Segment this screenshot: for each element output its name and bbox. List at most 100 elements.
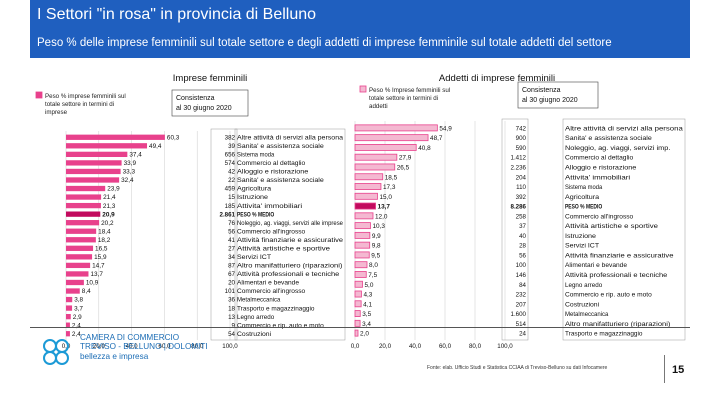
addetti-bar: [354, 329, 359, 337]
imprese-category-label: Costruzioni: [237, 331, 271, 338]
imprese-bar: [66, 143, 148, 149]
addetti-value-label: 17,3: [383, 184, 396, 191]
org-name: CAMERA DI COMMERCIO TREVISO - BELLUNO | …: [80, 333, 208, 361]
imprese-category-label: Sanita' e assistenza sociale: [237, 143, 325, 150]
imprese-count-label: 54: [228, 331, 235, 338]
addetti-count-label: 100: [516, 262, 527, 269]
imprese-bar: [66, 177, 120, 183]
imprese-legend-swatch: [35, 91, 43, 99]
imprese-category-label: Agricoltura: [237, 186, 272, 193]
imprese-count-label: 20: [228, 280, 235, 287]
addetti-bar: [354, 124, 438, 132]
source-note: Fonte: elab. Ufficio Studi e Statistica …: [427, 365, 608, 371]
imprese-x-tick-label: 20,0: [93, 343, 106, 350]
addetti-count-label: 28: [519, 243, 526, 250]
addetti-x-tick-label: 40,0: [409, 343, 422, 350]
imprese-count-label: 87: [228, 263, 235, 270]
addetti-count-label: 8.286: [511, 204, 527, 211]
imprese-x-tick-label: 80,0: [191, 343, 204, 350]
imprese-bar: [66, 288, 80, 294]
addetti-count-label: 110: [516, 184, 526, 191]
imprese-count-label: 41: [228, 237, 235, 244]
imprese-category-label: Servizi ICT: [237, 254, 271, 261]
imprese-count-label: 382: [225, 134, 236, 141]
addetti-count-label: 392: [516, 194, 527, 201]
imprese-value-label: 20,9: [102, 211, 115, 218]
addetti-chart-title: Addetti di imprese femminili: [439, 73, 555, 84]
addetti-count-label: 207: [516, 301, 527, 308]
imprese-count-label: 2.861: [220, 211, 236, 218]
imprese-value-label: 21,3: [103, 203, 116, 210]
addetti-count-label: 146: [516, 272, 527, 279]
imprese-category-label: Commercio all'ingrosso: [237, 228, 306, 235]
addetti-count-label: 900: [516, 135, 527, 142]
addetti-category-label: Legno arredo: [565, 282, 603, 289]
imprese-bar: [66, 313, 71, 320]
addetti-category-column: [562, 118, 686, 341]
addetti-value-label: 10,3: [372, 223, 385, 230]
imprese-value-label: 2,4: [72, 322, 81, 329]
org-line-1: CAMERA DI COMMERCIO: [80, 333, 180, 342]
addetti-category-label: Trasporto e magazzinaggio: [565, 331, 643, 338]
addetti-value-label: 26,5: [397, 165, 410, 172]
addetti-category-label: Attività artistiche e sportive: [565, 223, 659, 230]
imprese-bar: [66, 237, 96, 243]
imprese-count-label: 36: [228, 297, 235, 304]
imprese-x-tick-label: 100,0: [222, 343, 238, 350]
imprese-count-label: 39: [228, 143, 235, 150]
imprese-value-label: 49,4: [149, 143, 162, 150]
addetti-category-label: Commercio al dettaglio: [565, 155, 634, 162]
imprese-value-label: 3,8: [74, 297, 83, 304]
addetti-value-label: 3,4: [362, 321, 371, 328]
addetti-category-label: Sanita' e assistenza sociale: [565, 135, 653, 142]
addetti-category-label: Metalmeccanica: [565, 311, 609, 318]
addetti-value-label: 2,0: [360, 331, 369, 338]
addetti-category-label: PESO % MEDIO: [565, 204, 602, 211]
imprese-category-label: Altro manifatturiero (riparazioni): [237, 263, 342, 270]
imprese-count-label: 76: [228, 220, 235, 227]
imprese-count-label: 15: [228, 194, 235, 201]
addetti-bar: [354, 251, 370, 259]
addetti-bar: [354, 280, 363, 288]
imprese-value-label: 20,2: [101, 220, 114, 227]
addetti-count-label: 37: [519, 223, 526, 230]
addetti-x-tick-label: 100,0: [497, 343, 513, 350]
footer-divider: [30, 327, 690, 328]
imprese-category-label: Attivita' immobiliari: [237, 203, 302, 210]
addetti-value-label: 48,7: [430, 135, 443, 142]
org-line-2: TREVISO - BELLUNO | DOLOMITI: [80, 342, 208, 352]
imprese-value-label: 37,4: [129, 152, 142, 159]
addetti-category-label: Attivita' immobiliari: [565, 174, 630, 181]
imprese-value-label: 18,2: [98, 237, 111, 244]
imprese-note-text: al 30 giugno 2020: [176, 105, 232, 112]
header-bar: [30, 0, 690, 58]
addetti-note-text: al 30 giugno 2020: [522, 97, 578, 104]
imprese-value-label: 13,7: [90, 271, 103, 278]
imprese-value-label: 10,9: [86, 280, 99, 287]
addetti-x-tick-label: 20,0: [379, 343, 392, 350]
addetti-bar: [354, 202, 376, 210]
addetti-value-label: 9,8: [372, 243, 381, 250]
addetti-value-label: 9,9: [372, 233, 381, 240]
imprese-category-label: Istruzione: [237, 194, 269, 201]
imprese-category-column: [234, 128, 346, 341]
imprese-bar: [66, 305, 73, 311]
addetti-value-label: 8,0: [369, 262, 378, 269]
imprese-category-label: Alimentari e bevande: [237, 280, 300, 287]
imprese-bar: [66, 331, 70, 337]
imprese-category-label: Sanita' e assistenza sociale: [237, 177, 325, 184]
addetti-count-label: 40: [519, 233, 526, 240]
addetti-value-label: 12,0: [375, 213, 388, 220]
addetti-category-label: Noleggio, ag. viaggi, servizi imp.: [565, 145, 671, 152]
addetti-value-label: 7,5: [368, 272, 377, 279]
org-line-3: bellezza e impresa: [80, 351, 149, 361]
imprese-count-label: 67: [228, 271, 235, 278]
addetti-note-text: Consistenza: [522, 87, 561, 94]
imprese-x-tick-label: 40,0: [126, 343, 139, 350]
addetti-category-label: Altre attività di servizi alla persona: [565, 125, 684, 132]
addetti-bar: [354, 144, 417, 151]
addetti-value-label: 13,7: [378, 204, 391, 211]
addetti-bar: [354, 271, 367, 278]
imprese-category-label: Attività finanziarie e assicurative: [237, 237, 344, 244]
